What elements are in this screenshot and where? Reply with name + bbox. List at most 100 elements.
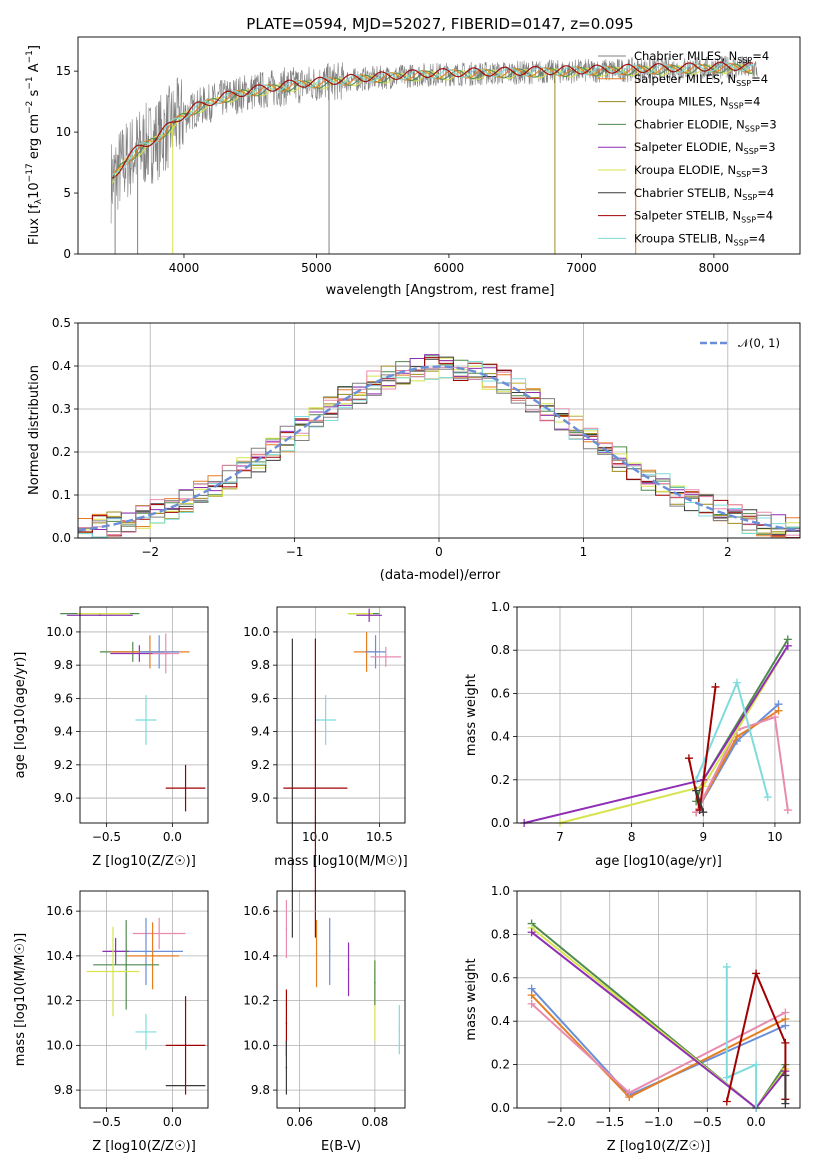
- y-tick-label: 9.2: [251, 758, 270, 772]
- x-tick-label: 0.0: [163, 830, 182, 844]
- y-tick-label: 10.4: [243, 949, 270, 963]
- panel-mass-vs-Z: −0.5 0.0 9.8 10.0 10.2 10.4 10.6: [46, 890, 209, 1129]
- legend-entry: 𝒩(0, 1): [738, 336, 780, 350]
- x-tick-label: −1.0: [644, 1115, 673, 1129]
- data-point: [184, 787, 187, 789]
- y-tick-label: 0.4: [491, 1014, 510, 1028]
- data-point: [374, 651, 377, 653]
- y-tick-label: 5: [63, 186, 71, 200]
- normal-curve: [77, 365, 801, 532]
- x-tick-label: 9: [699, 830, 707, 844]
- y-tick-label: 0.1: [52, 488, 71, 502]
- legend-entry: Kroupa MILES, NSSP=4: [634, 95, 760, 111]
- panel-spectrum: 4000 5000 6000 7000 8000 0 5 10 15: [56, 36, 801, 275]
- series-marker: [684, 754, 693, 763]
- y-tick-label: 10: [56, 125, 71, 139]
- x-axis-label: mass [log10(M/M☉)]: [274, 854, 407, 869]
- y-tick-label: 9.0: [54, 791, 73, 805]
- y-tick-label: 0.4: [52, 359, 71, 373]
- data-point: [145, 719, 147, 721]
- axes-frame: [516, 890, 801, 1109]
- data-point: [151, 955, 154, 957]
- y-tick-label: 0.3: [52, 402, 71, 416]
- y-tick-label: 10.2: [46, 994, 73, 1008]
- y-tick-label: 1.0: [491, 884, 510, 898]
- axes-frame: [79, 606, 209, 824]
- spectrum-model-line: [111, 63, 754, 179]
- y-axis-label: Flux [fλ10−17 erg cm−2 s−1 A−1]: [25, 45, 44, 245]
- y-tick-label: 0.2: [491, 1058, 510, 1072]
- series-marker: [527, 991, 536, 1000]
- y-tick-label: 0: [63, 247, 71, 261]
- legend-entry: Kroupa STELIB, NSSP=4: [634, 231, 765, 247]
- series-marker: [732, 678, 741, 687]
- y-tick-label: 10.2: [243, 994, 270, 1008]
- histogram-step: [78, 361, 800, 538]
- data-point: [112, 970, 114, 973]
- y-tick-label: 0.0: [491, 1101, 510, 1115]
- y-tick-label: 9.2: [54, 758, 73, 772]
- data-point: [145, 1031, 147, 1033]
- x-tick-label: −0.5: [92, 1115, 121, 1129]
- y-tick-label: 0.5: [52, 316, 71, 330]
- series-marker: [752, 969, 761, 978]
- axes-frame: [77, 322, 801, 539]
- x-tick-label: 5000: [301, 261, 332, 275]
- series-marker: [770, 713, 779, 722]
- y-axis-label: mass weight: [464, 958, 479, 1040]
- data-point: [138, 652, 141, 655]
- axes-frame: [276, 890, 406, 1109]
- y-tick-label: 9.8: [54, 658, 73, 672]
- x-axis-label: E(B-V): [321, 1139, 361, 1154]
- y-tick-label: 10.0: [46, 1038, 73, 1052]
- legend-entry: Salpeter MILES, NSSP=4: [634, 72, 768, 88]
- y-tick-label: 9.4: [251, 725, 270, 739]
- y-tick-label: 0.8: [491, 643, 510, 657]
- y-tick-label: 10.0: [243, 625, 270, 639]
- y-axis-label: mass weight: [464, 674, 479, 756]
- y-tick-label: 10.4: [46, 949, 73, 963]
- y-tick-label: 0.2: [52, 445, 71, 459]
- panel-mass-weight-vs-Z: −2.0 −1.5 −1.0 −0.5 0.0 0.0 0.2 0.4 0.6 0.8 1.0: [491, 884, 801, 1129]
- y-tick-label: 9.4: [54, 725, 73, 739]
- data-point: [98, 614, 101, 617]
- spectrum-model-line: [112, 61, 754, 179]
- x-axis-label: wavelength [Angstrom, rest frame]: [326, 283, 555, 298]
- axes-frame: [516, 606, 801, 824]
- data-point: [102, 612, 105, 615]
- x-axis-label: age [log10(age/yr)]: [595, 854, 722, 869]
- series-marker: [783, 641, 792, 650]
- x-tick-label: 0: [435, 545, 443, 559]
- series-marker: [527, 999, 536, 1008]
- data-point: [125, 964, 127, 966]
- x-tick-label: −2.0: [546, 1115, 575, 1129]
- x-tick-label: −0.5: [92, 830, 121, 844]
- legend-entry: Salpeter ELODIE, NSSP=3: [634, 140, 776, 156]
- data-point: [114, 950, 117, 953]
- series-marker: [722, 962, 731, 971]
- y-tick-label: 10.6: [243, 904, 270, 918]
- x-tick-label: 8: [628, 830, 636, 844]
- data-point: [359, 612, 362, 615]
- x-tick-label: 0.06: [286, 1115, 313, 1129]
- series-marker: [711, 682, 720, 691]
- data-point: [347, 968, 350, 971]
- x-tick-label: 0.0: [747, 1115, 766, 1129]
- series-marker: [781, 1071, 790, 1080]
- panel-residual-histogram: −2 −1 0 1 2 0.0 0.1 0.2 0.3 0.4 0.5: [52, 316, 801, 559]
- series-line: [523, 645, 789, 824]
- legend-entry: Salpeter STELIB, NSSP=4: [634, 209, 773, 225]
- data-point: [315, 952, 318, 955]
- data-point: [184, 1084, 187, 1087]
- series-marker: [692, 786, 701, 795]
- series-line: [687, 686, 717, 811]
- x-axis-label: Z [log10(Z/Z☉)]: [92, 854, 196, 869]
- series-marker: [722, 1073, 731, 1082]
- y-tick-label: 9.8: [54, 1083, 73, 1097]
- data-point: [398, 1028, 401, 1031]
- x-tick-label: 2: [724, 545, 732, 559]
- legend-entry: Kroupa ELODIE, NSSP=3: [634, 163, 768, 179]
- y-tick-label: 0.2: [491, 773, 510, 787]
- x-tick-label: 7: [556, 830, 564, 844]
